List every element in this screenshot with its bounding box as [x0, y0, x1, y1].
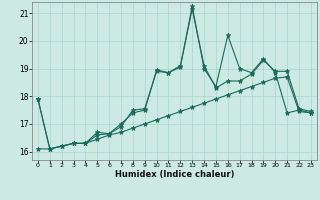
X-axis label: Humidex (Indice chaleur): Humidex (Indice chaleur): [115, 170, 234, 179]
